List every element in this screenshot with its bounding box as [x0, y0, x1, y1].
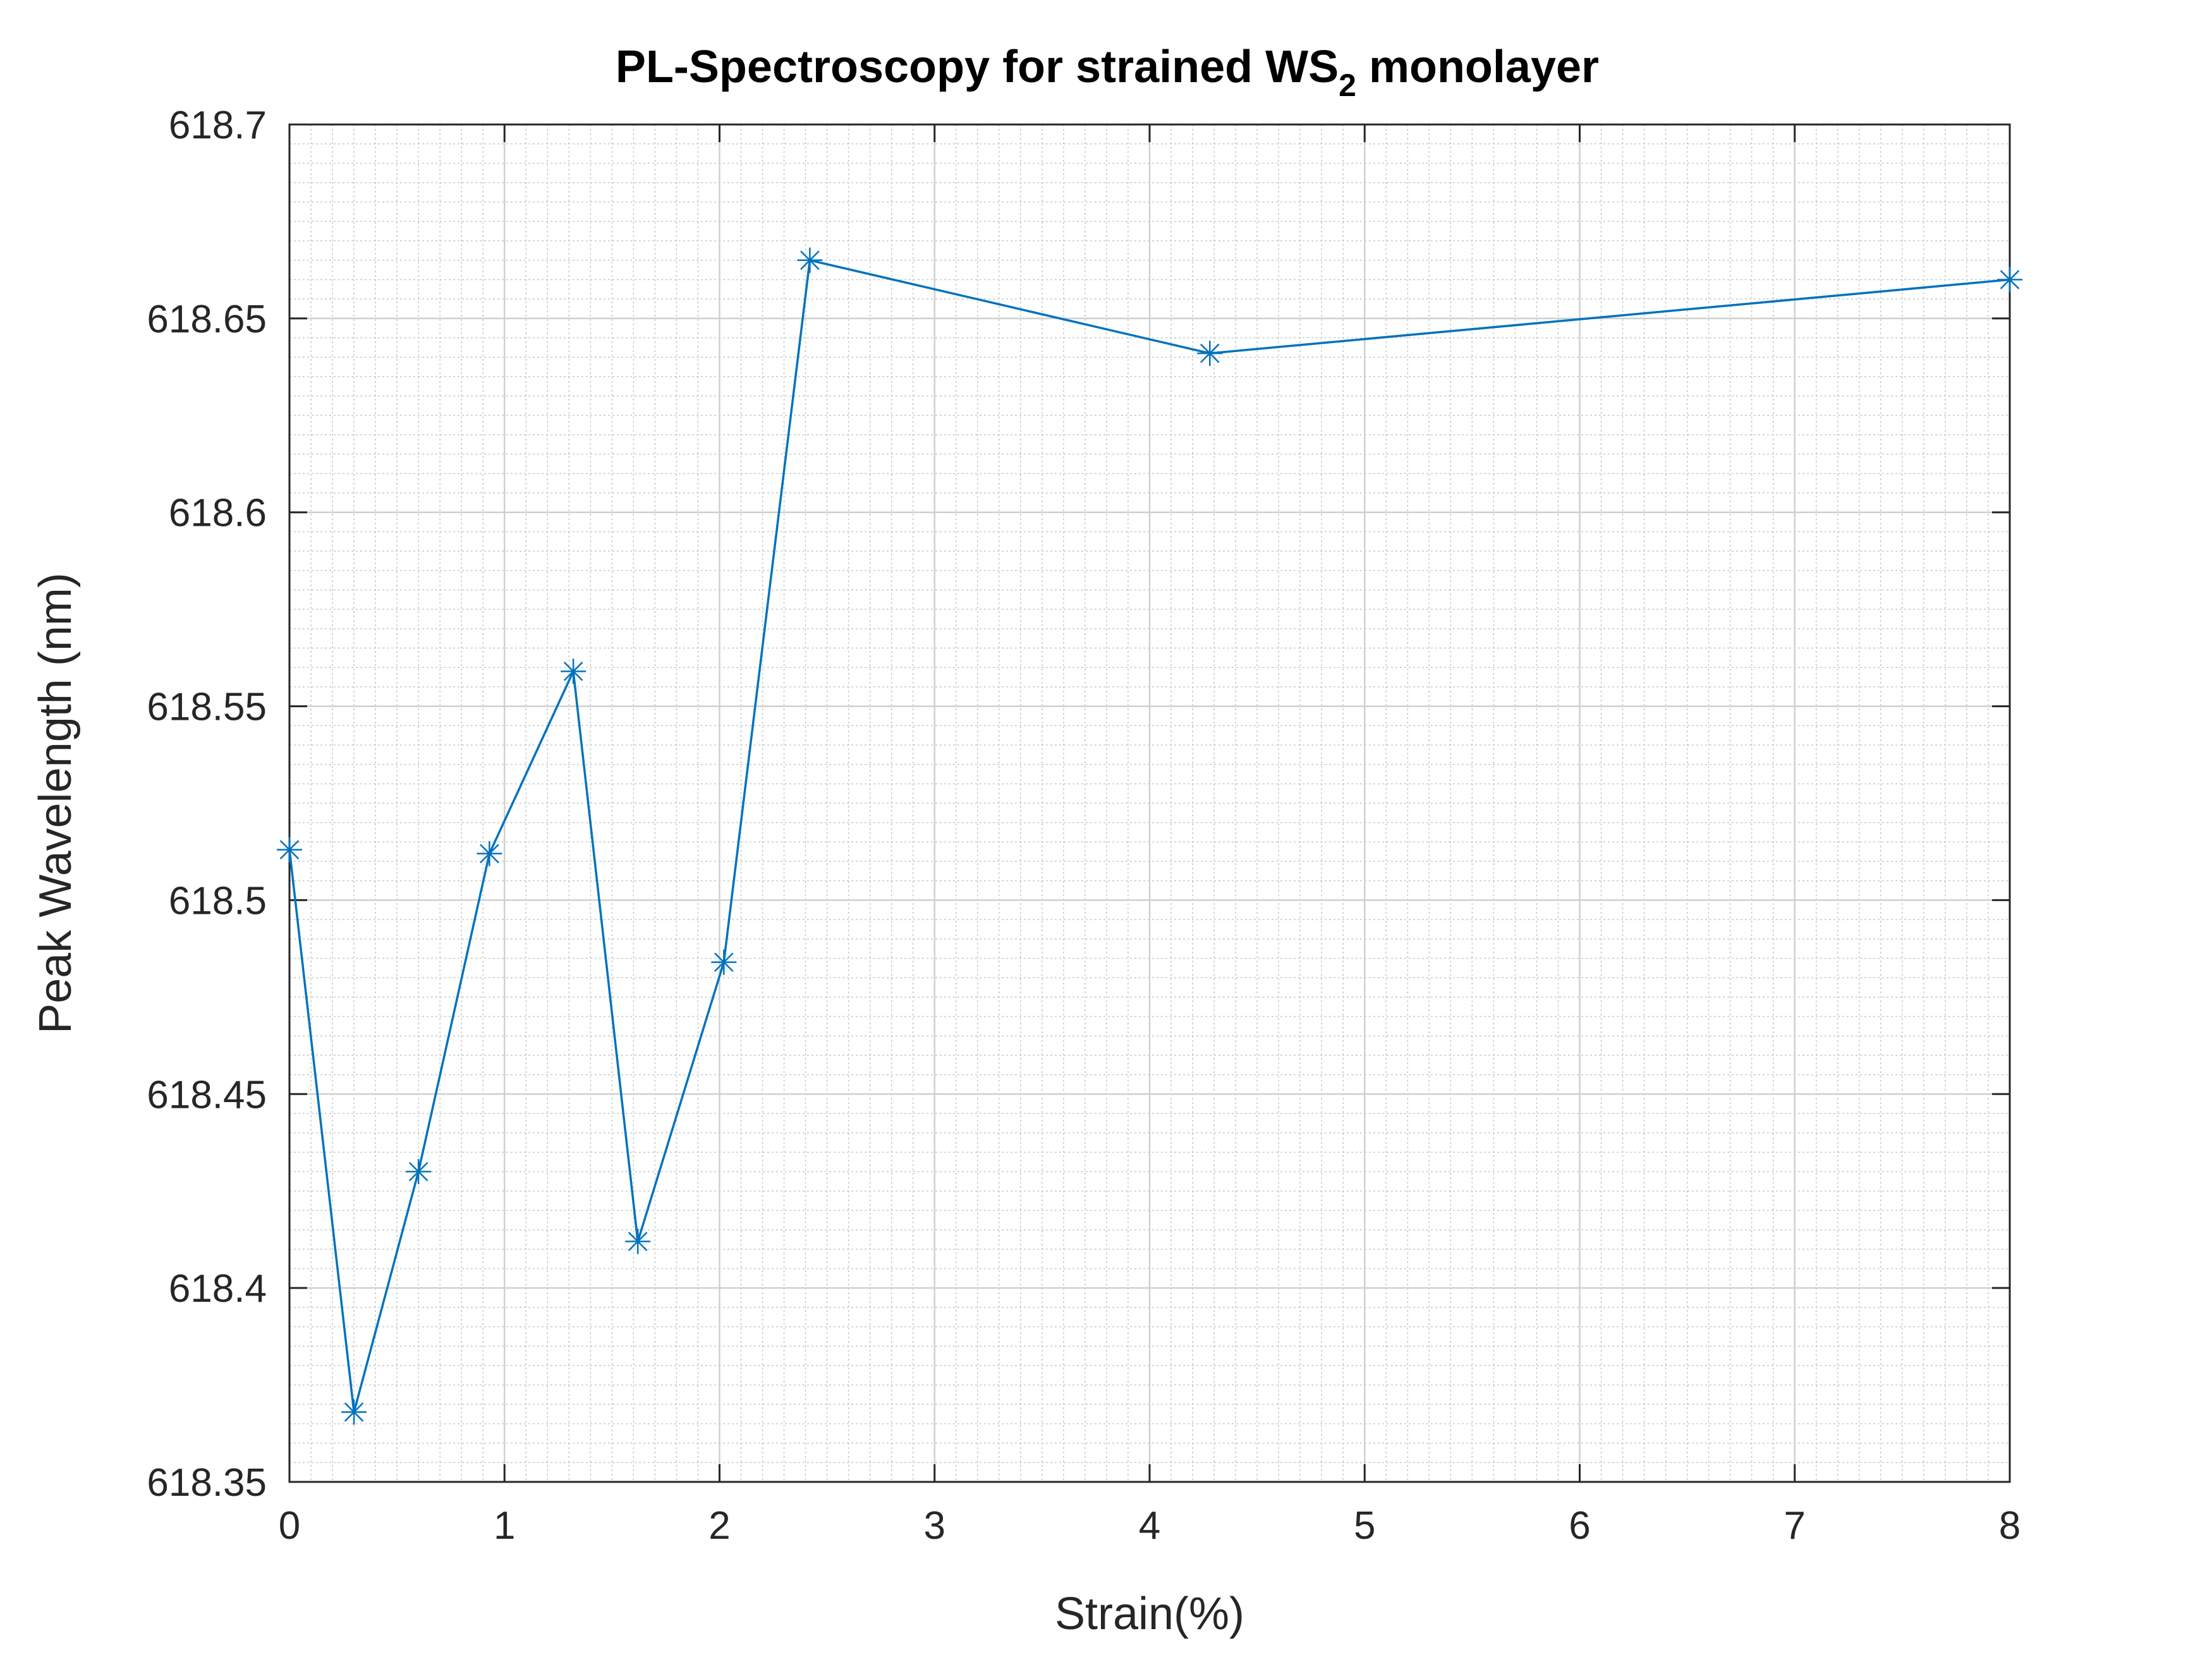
x-tick-label: 6	[1569, 1504, 1590, 1548]
x-tick-label: 3	[924, 1504, 945, 1548]
x-tick-label: 5	[1354, 1504, 1375, 1548]
chart-title-subscript: 2	[1339, 68, 1356, 103]
data-point	[797, 247, 823, 273]
data-point	[277, 837, 302, 863]
data-point	[341, 1399, 367, 1425]
axes-box	[288, 123, 2011, 1483]
y-tick-label: 618.45	[147, 1073, 267, 1117]
data-point	[711, 949, 737, 975]
chart-title: PL-Spectroscopy for strained WS2 monolay…	[616, 42, 1599, 103]
y-tick-label: 618.55	[147, 686, 267, 729]
data-point	[1197, 341, 1223, 367]
y-tick-label: 618.65	[147, 298, 267, 341]
y-tick-label: 618.35	[147, 1461, 267, 1505]
data-point	[625, 1228, 651, 1254]
chart-title-main: PL-Spectroscopy for strained WS	[616, 42, 1339, 92]
x-tick-label: 8	[1999, 1504, 2021, 1548]
x-tick-label: 2	[708, 1504, 730, 1548]
y-axis-label: Peak Wavelength (nm)	[30, 573, 81, 1034]
y-tick-label: 618.4	[169, 1267, 267, 1311]
data-point	[406, 1159, 432, 1185]
y-tick-labels: 618.35 618.4 618.45 618.5 618.55 618.6 618.65 6…	[147, 104, 267, 1505]
x-tick-label: 7	[1784, 1504, 1806, 1548]
x-axis-label: Strain(%)	[1055, 1589, 1244, 1639]
x-tick-labels: 0 1 2 3 4 5 6 7 8	[279, 1504, 2021, 1548]
y-tick-label: 618.5	[169, 879, 267, 923]
series-line	[288, 259, 2010, 1414]
x-tick-label: 1	[494, 1504, 515, 1548]
x-tick-label: 4	[1139, 1504, 1160, 1548]
data-point	[561, 658, 586, 684]
data-point	[477, 840, 502, 866]
chart-title-suffix: monolayer	[1356, 42, 1599, 92]
x-tick-label: 0	[279, 1504, 300, 1548]
series-layer	[277, 247, 2022, 1425]
y-tick-label: 618.6	[169, 492, 267, 535]
y-tick-label: 618.7	[169, 104, 267, 147]
data-point	[1997, 267, 2022, 293]
